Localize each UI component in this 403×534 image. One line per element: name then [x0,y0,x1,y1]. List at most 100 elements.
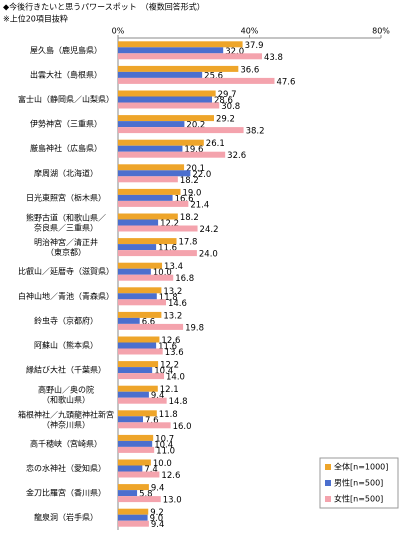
bar [118,53,262,60]
y-tick-label: 金刀比羅宮（香川県） [26,488,106,498]
bar [118,434,154,441]
y-tick-label: 厳島神社（広島県） [30,143,102,153]
chart-subtitle: ※上位20項目抜粋 [3,14,68,24]
bar [118,299,166,306]
value-label: 9.4 [151,520,165,530]
bar [118,121,185,128]
value-label: 12.1 [160,385,179,395]
bar [118,200,189,207]
y-tick-label: 富士山（静岡県／山梨県） [18,94,114,104]
bar [118,422,171,429]
y-tick-label: 摩周湖（北海道） [34,168,98,178]
bar [118,213,178,220]
value-label: 18.2 [180,213,199,223]
legend-swatch [325,464,331,470]
value-label: 22.0 [192,170,211,180]
value-label: 14.6 [168,299,187,309]
value-label: 21.4 [190,200,209,210]
y-tick-label: 屋久島（鹿児島県） [30,45,102,55]
value-label: 9.2 [150,508,164,518]
bar [118,361,159,368]
value-label: 16.6 [175,194,194,204]
bar [118,385,158,392]
bar [118,188,181,195]
bar [118,348,163,355]
bar [118,514,148,521]
bar [118,170,191,177]
value-label: 10.0 [153,268,172,278]
legend-swatch [325,480,331,486]
bar [118,484,149,491]
value-label: 20.1 [186,164,205,174]
value-label: 19.0 [182,188,201,198]
bar [118,250,197,257]
value-label: 32.0 [225,47,244,57]
value-label: 7.6 [145,416,159,426]
value-label: 43.8 [264,53,283,63]
bar [118,115,214,122]
value-label: 36.6 [240,65,259,75]
value-label: 11.6 [158,342,177,352]
y-tick-label: 高千穂峡（宮崎県） [30,438,102,448]
value-label: 11.8 [159,410,178,420]
value-label: 12.6 [161,336,180,346]
legend-swatch [325,496,331,502]
value-label: 5.8 [139,490,153,500]
bar [118,496,161,503]
value-label: 13.2 [163,287,182,297]
value-label: 29.7 [218,90,237,100]
bar [118,508,149,515]
value-label: 29.2 [216,115,235,125]
y-tick-label: 龍泉洞（岩手県） [34,512,98,522]
bar [118,151,226,158]
bar [118,342,157,349]
bar [118,145,183,152]
value-label: 11.8 [159,293,178,303]
value-label: 25.6 [204,71,223,81]
value-label: 10.4 [154,367,173,377]
bar [118,520,149,527]
value-label: 24.0 [199,250,218,260]
value-label: 11.0 [156,446,175,456]
value-label: 16.0 [173,422,192,432]
bar [118,219,159,226]
bar [118,317,140,324]
bar [118,465,143,472]
bar [118,225,198,232]
legend: 全体[n=1000] 男性[n=500] 女性[n=500] [319,457,399,509]
value-label: 47.6 [276,77,295,87]
bar [118,268,151,275]
bar [118,367,153,374]
bar [118,65,239,72]
y-tick-label: 白神山地／青池（青森県） [18,291,114,301]
value-label: 9.4 [151,484,165,494]
x-tick-label: 80% [372,27,390,36]
bar [118,293,157,300]
y-tick-label: 箱根神社／九頭龍神社新宮（神奈川県） [18,409,114,429]
bar [118,440,153,447]
bar [118,262,163,269]
legend-label: 全体[n=1000] [334,462,388,472]
y-tick-label: 縁結び大社（千葉県） [26,365,106,375]
value-label: 30.8 [221,102,240,112]
y-tick-label: 高野山／奥の院（和歌山県） [38,384,94,404]
value-label: 24.2 [200,225,219,235]
value-label: 13.4 [164,262,183,272]
bar [118,397,167,404]
value-label: 19.6 [184,145,203,155]
bar [118,47,224,54]
value-label: 14.0 [166,373,185,383]
bar [118,311,162,318]
y-tick-label: 出雲大社（島根県） [30,69,102,79]
legend-box [319,457,399,509]
value-label: 11.6 [158,244,177,254]
bar [118,244,157,251]
bar [118,194,173,201]
bar [118,71,203,78]
bar [118,176,178,183]
y-tick-label: 伊勢神宮（三重県） [30,119,102,129]
bar [118,391,149,398]
bar [118,373,165,380]
bar [118,446,155,453]
bar [118,471,160,478]
